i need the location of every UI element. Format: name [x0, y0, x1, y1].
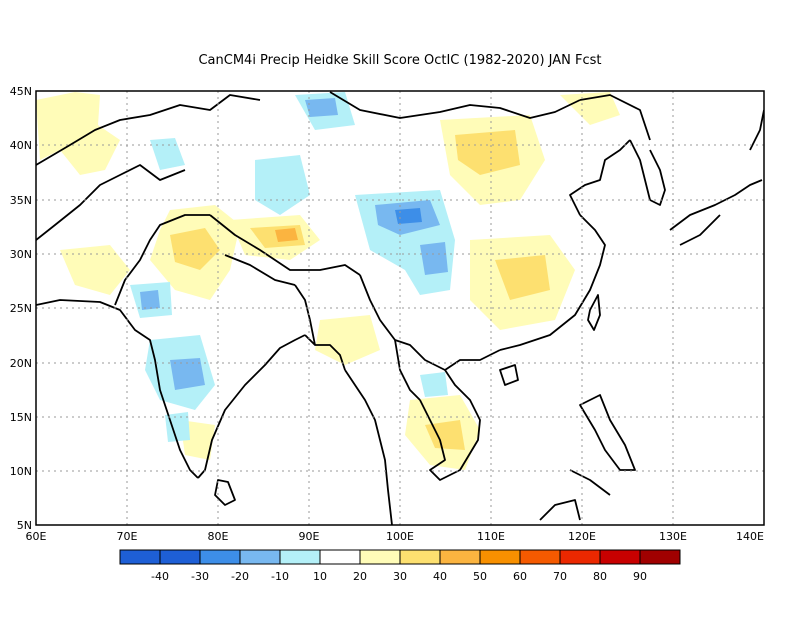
colorbar-swatch [439, 549, 481, 565]
border-mongolia [329, 91, 581, 119]
colorbar-tick-label: -20 [231, 570, 249, 583]
negative-skill-area [170, 358, 205, 390]
positive-skill-area [315, 315, 380, 365]
colorbar-tick-label: -30 [191, 570, 209, 583]
latitude-axis: 45N 40N 35N 30N 25N 20N 15N 10N 5N [10, 85, 32, 532]
positive-skill-area [425, 420, 465, 450]
colorbar-swatch [639, 549, 681, 565]
border-afghanistan [36, 164, 186, 241]
colorbar: -40 -30 -20 -10 10 20 30 40 50 60 70 80 … [119, 549, 681, 583]
border-thailand-laos [394, 339, 421, 401]
skill-shading [36, 92, 620, 470]
colorbar-swatch [119, 549, 161, 565]
lon-label: 90E [299, 530, 320, 543]
negative-skill-area [255, 155, 310, 215]
negative-skill-area [420, 372, 448, 397]
lon-label: 110E [477, 530, 505, 543]
border-himalaya [209, 214, 361, 276]
coastlines-borders [36, 91, 764, 525]
colorbar-tick-label: 50 [473, 570, 487, 583]
lat-label: 40N [10, 139, 32, 152]
map-panel [36, 91, 764, 525]
coastline-japan-north [749, 109, 764, 151]
lon-label: 80E [208, 530, 229, 543]
positive-skill-area [36, 92, 120, 175]
positive-skill-area [60, 245, 130, 295]
colorbar-swatch [199, 549, 241, 565]
coastline-indochina-east [419, 349, 501, 481]
lon-label: 120E [568, 530, 596, 543]
border-bangladesh [294, 284, 316, 346]
coastline-japan [669, 179, 763, 246]
colorbar-swatch [519, 549, 561, 565]
colorbar-tick-label: -40 [151, 570, 169, 583]
coastline-indochina-west [344, 369, 393, 525]
colorbar-tick-label: 60 [513, 570, 527, 583]
map-frame [35, 90, 765, 526]
map-title: CanCM4i Precip Heidke Skill Score OctIC … [198, 53, 601, 68]
negative-skill-area [165, 412, 190, 442]
lat-label: 15N [10, 411, 32, 424]
colorbar-tick-label: -10 [271, 570, 289, 583]
positive-skill-area [560, 92, 620, 125]
colorbar-swatch [319, 549, 361, 565]
colorbar-tick-label: 40 [433, 570, 447, 583]
colorbar-tick-label: 80 [593, 570, 607, 583]
lat-label: 25N [10, 302, 32, 315]
longitude-axis: 60E 70E 80E 90E 100E 110E 120E 130E 140E [26, 530, 765, 543]
negative-skill-area [395, 208, 422, 224]
colorbar-swatch [239, 549, 281, 565]
colorbar-tick-label: 90 [633, 570, 647, 583]
coastline-korea [629, 139, 666, 206]
coastline-sri-lanka [214, 479, 236, 506]
lat-label: 20N [10, 357, 32, 370]
colorbar-tick-label: 30 [393, 570, 407, 583]
negative-skill-area [140, 290, 160, 310]
lon-label: 140E [736, 530, 764, 543]
colorbar-swatch [279, 549, 321, 565]
negative-skill-area [150, 138, 185, 170]
lat-label: 35N [10, 194, 32, 207]
lat-label: 45N [10, 85, 32, 98]
coastline-taiwan [587, 294, 601, 331]
graticule [36, 91, 764, 525]
coastline-china-south [499, 214, 606, 351]
positive-skill-area [170, 228, 220, 270]
lat-label: 30N [10, 248, 32, 261]
colorbar-swatch [159, 549, 201, 565]
coastline-hainan [499, 364, 519, 386]
negative-skill-area [305, 98, 338, 117]
coastline-china-north [569, 139, 631, 216]
positive-skill-area [455, 130, 520, 175]
coastline-india-east [197, 334, 306, 479]
colorbar-swatch [559, 549, 601, 565]
lon-label: 60E [26, 530, 47, 543]
colorbar-tick-label: 10 [313, 570, 327, 583]
lon-label: 130E [659, 530, 687, 543]
colorbar-swatch [399, 549, 441, 565]
lon-label: 100E [386, 530, 414, 543]
colorbar-tick-label: 20 [353, 570, 367, 583]
coastline-india-west [36, 299, 199, 479]
lon-label: 70E [117, 530, 138, 543]
lat-label: 5N [17, 519, 32, 532]
colorbar-swatch [479, 549, 521, 565]
coastline-philippines [569, 394, 636, 496]
colorbar-tick-label: 70 [553, 570, 567, 583]
positive-skill-area [495, 255, 550, 300]
border-russia-china [579, 94, 651, 141]
colorbar-swatch [359, 549, 401, 565]
negative-skill-area [420, 242, 448, 275]
lat-label: 10N [10, 465, 32, 478]
border-pakistan-india [114, 214, 210, 306]
border-nepal [224, 254, 296, 286]
border-central-asia [36, 94, 261, 166]
positive-skill-area [275, 228, 298, 242]
coastline-borneo [539, 499, 581, 521]
colorbar-swatch [599, 549, 641, 565]
coastline-bengal [304, 334, 346, 371]
